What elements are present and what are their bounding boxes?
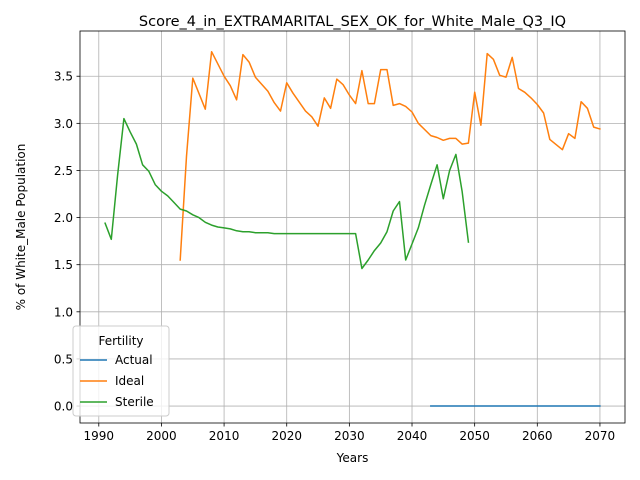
- legend: Fertility Actual Ideal Sterile: [72, 325, 170, 417]
- legend-label-actual: Actual: [115, 353, 153, 367]
- series-line-ideal: [179, 50, 601, 261]
- y-axis: 0.0 0.5 1.0 1.5 2.0 2.5 3.0 3.5: [54, 70, 80, 414]
- chart-title: Score_4_in_EXTRAMARITAL_SEX_OK_for_White…: [139, 14, 566, 30]
- y-tick-label: 2.0: [54, 211, 73, 225]
- x-axis: 1990 2000 2010 2020 2030 2040 2050 2060 2070: [84, 423, 616, 443]
- legend-label-sterile: Sterile: [115, 395, 154, 409]
- legend-title: Fertility: [98, 334, 143, 348]
- x-tick-label: 2060: [522, 429, 553, 443]
- y-tick-label: 3.5: [54, 70, 73, 84]
- x-tick-label: 1990: [84, 429, 115, 443]
- y-tick-label: 1.5: [54, 258, 73, 272]
- x-tick-label: 2050: [459, 429, 490, 443]
- y-tick-label: 0.0: [54, 400, 73, 414]
- x-tick-label: 2040: [397, 429, 428, 443]
- y-tick-label: 2.5: [54, 164, 73, 178]
- x-axis-label: Years: [336, 451, 369, 465]
- legend-label-ideal: Ideal: [115, 374, 144, 388]
- x-tick-label: 2070: [585, 429, 616, 443]
- x-tick-label: 2030: [334, 429, 365, 443]
- series-layer: [104, 50, 601, 407]
- x-tick-label: 2000: [146, 429, 177, 443]
- y-tick-label: 1.0: [54, 305, 73, 319]
- x-tick-label: 2010: [209, 429, 240, 443]
- plot-frame: [79, 30, 626, 424]
- y-axis-label: % of White_Male Population: [14, 144, 28, 311]
- y-tick-label: 0.5: [54, 352, 73, 366]
- x-tick-label: 2020: [271, 429, 302, 443]
- legend-box: [72, 325, 170, 417]
- series-line-sterile: [104, 117, 470, 270]
- y-tick-label: 3.0: [54, 117, 73, 131]
